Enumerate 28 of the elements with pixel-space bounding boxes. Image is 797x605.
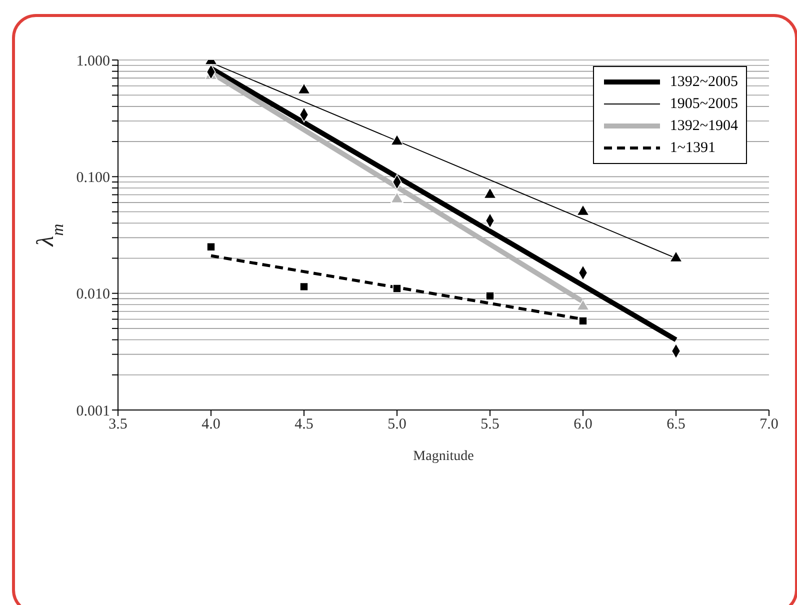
y-tick-label: 0.100 <box>76 170 110 186</box>
point <box>484 187 496 199</box>
legend-label: 1~1391 <box>670 140 716 156</box>
point <box>670 250 682 262</box>
x-tick-label: 4.0 <box>202 416 220 433</box>
point <box>300 282 308 292</box>
x-tick-label: 6.0 <box>574 416 592 433</box>
point <box>390 192 404 204</box>
y-tick-label: 0.010 <box>76 286 110 303</box>
point <box>206 242 216 252</box>
legend-label: 1392~1904 <box>670 118 738 134</box>
x-tick-label: 5.0 <box>388 416 406 433</box>
x-tick-label: 3.5 <box>108 416 128 433</box>
point <box>392 284 402 293</box>
x-tick-label: 6.5 <box>666 416 686 433</box>
point <box>298 82 310 94</box>
point <box>486 292 494 300</box>
legend-label: 1905~2005 <box>670 96 738 112</box>
point <box>578 316 588 326</box>
y-tick-label: 1.000 <box>76 53 110 70</box>
point <box>390 134 404 146</box>
x-tick-label: 5.5 <box>480 416 500 433</box>
x-axis-title: Magnitude <box>413 449 474 464</box>
x-tick-label: 4.5 <box>294 416 314 433</box>
point <box>576 204 590 216</box>
legend-label: 1392~2005 <box>670 74 738 90</box>
y-tick-label: 0.001 <box>76 403 110 420</box>
x-tick-label: 7.0 <box>760 416 778 433</box>
